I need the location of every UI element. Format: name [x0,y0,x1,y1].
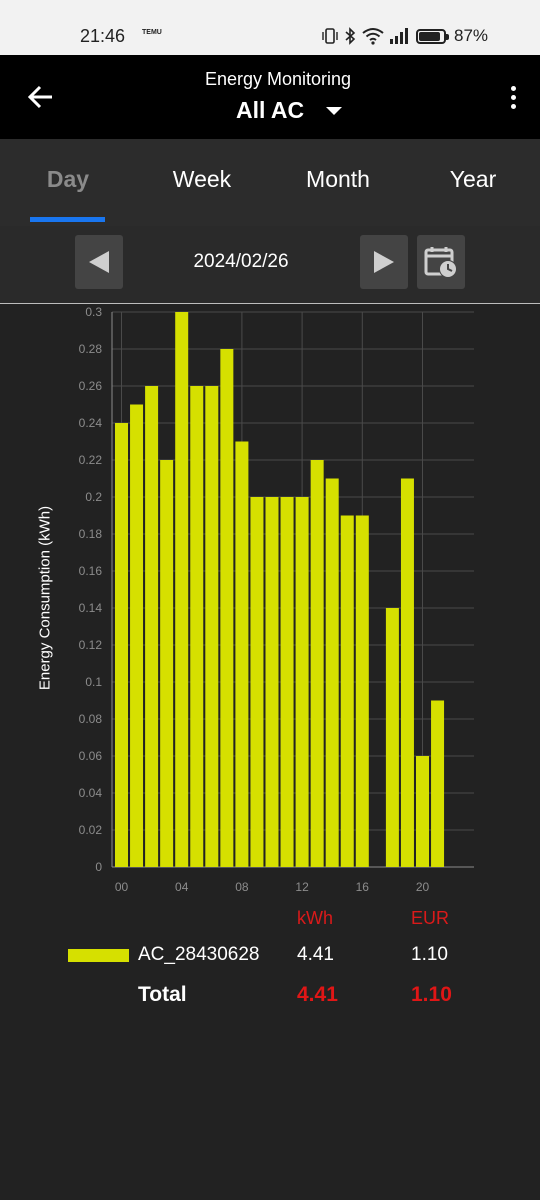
y-tick-label: 0.26 [79,379,103,393]
x-tick-label: 04 [175,880,189,894]
next-arrow-icon [374,251,394,273]
y-axis-title: Energy Consumption (kWh) [36,505,54,691]
x-tick-label: 20 [416,880,430,894]
app-bar: Energy Monitoring All AC [0,55,540,139]
y-tick-label: 0.1 [85,675,102,689]
calendar-button[interactable] [417,235,465,289]
x-tick-label: 16 [356,880,370,894]
y-tick-label: 0.24 [79,416,103,430]
y-tick-label: 0.22 [79,453,103,467]
battery-percent: 87% [454,26,489,45]
chart-bar-hour-06 [205,386,219,867]
chart-bar-hour-14 [325,478,339,867]
chart-bar-hour-18 [385,608,399,867]
y-tick-label: 0 [95,860,102,874]
y-tick-label: 0.12 [79,638,103,652]
chart-bar-hour-10 [265,497,279,867]
y-tick-label: 0.14 [79,601,103,615]
signal-icon [390,28,408,44]
y-tick-label: 0.06 [79,749,103,763]
previous-day-button[interactable] [75,235,123,289]
device-eur: 1.10 [411,944,448,965]
kwh-column-header: kWh [297,908,333,928]
chart-bar-hour-00 [115,423,128,867]
chart-bar-hour-05 [190,386,204,867]
vibrate-icon [322,28,338,44]
y-tick-label: 0.02 [79,823,103,837]
battery-level [419,31,440,41]
period-tabs: Day Week Month Year [0,139,540,226]
status-time: 21:46 [80,26,126,46]
y-tick-label: 0.16 [79,564,103,578]
tab-month[interactable]: Month [306,166,370,192]
y-tick-label: 0.2 [85,490,102,504]
next-day-button[interactable] [360,235,408,289]
chart-bar-hour-15 [340,515,354,867]
previous-arrow-icon [89,251,109,273]
device-kwh: 4.41 [297,944,334,965]
device-name: AC_28430628 [138,944,260,965]
chart-bar-hour-09 [250,497,264,867]
chart-bar-hour-13 [310,460,324,867]
chart-bar-hour-03 [160,460,174,867]
y-tick-label: 0.08 [79,712,103,726]
wifi-icon [362,28,384,45]
dropdown-arrow-icon [326,107,343,115]
legend-swatch [68,949,129,962]
calendar-clock-icon [424,247,457,278]
chart-bar-hour-16 [355,515,369,867]
tab-year[interactable]: Year [449,166,497,192]
status-bar: 21:46 TEMU 87% [0,0,540,55]
y-tick-label: 0.18 [79,527,103,541]
total-label: Total [138,983,187,1006]
x-tick-label: 12 [295,880,309,894]
more-options-icon[interactable] [500,79,526,115]
chart-bar-hour-21 [431,700,445,867]
app-subtitle: Energy Monitoring [204,69,352,89]
y-tick-label: 0.04 [79,786,103,800]
tab-day[interactable]: Day [46,166,90,192]
chart-bar-hour-04 [175,312,189,867]
date-navigation: 2024/02/26 [0,226,540,304]
status-icons: 87% [322,25,488,47]
chart-bar-hour-12 [295,497,309,867]
chart-bar-hour-02 [145,386,159,867]
total-kwh: 4.41 [297,983,338,1006]
battery-icon [416,28,449,44]
bluetooth-icon [345,27,356,45]
chart-bar-hour-11 [280,497,294,867]
back-arrow-icon[interactable] [22,77,62,117]
chart-bar-hour-01 [130,404,144,867]
y-tick-label: 0.28 [79,342,103,356]
temu-notification-icon: TEMU [142,29,162,36]
x-tick-label: 08 [235,880,249,894]
tab-week[interactable]: Week [172,166,232,192]
y-axis-title-wrap: Energy Consumption (kWh) [30,468,60,728]
energy-bar-chart: 0 0.02 0.04 0.06 0.08 0.1 0.12 0.14 0.16 0.18 0.2 0… [79,305,474,894]
chart-bar-hour-07 [220,349,234,867]
chart-bar-hour-08 [235,441,249,867]
active-tab-indicator [30,217,105,222]
eur-column-header: EUR [411,908,450,928]
chart-bar-hour-20 [416,756,429,867]
device-selector[interactable]: All AC [236,94,343,126]
app-title: All AC [236,97,305,123]
total-eur: 1.10 [411,983,452,1006]
x-tick-label: 00 [115,880,129,894]
y-tick-label: 0.3 [85,305,102,319]
chart-bar-hour-19 [400,478,414,867]
selected-date: 2024/02/26 [193,251,289,272]
